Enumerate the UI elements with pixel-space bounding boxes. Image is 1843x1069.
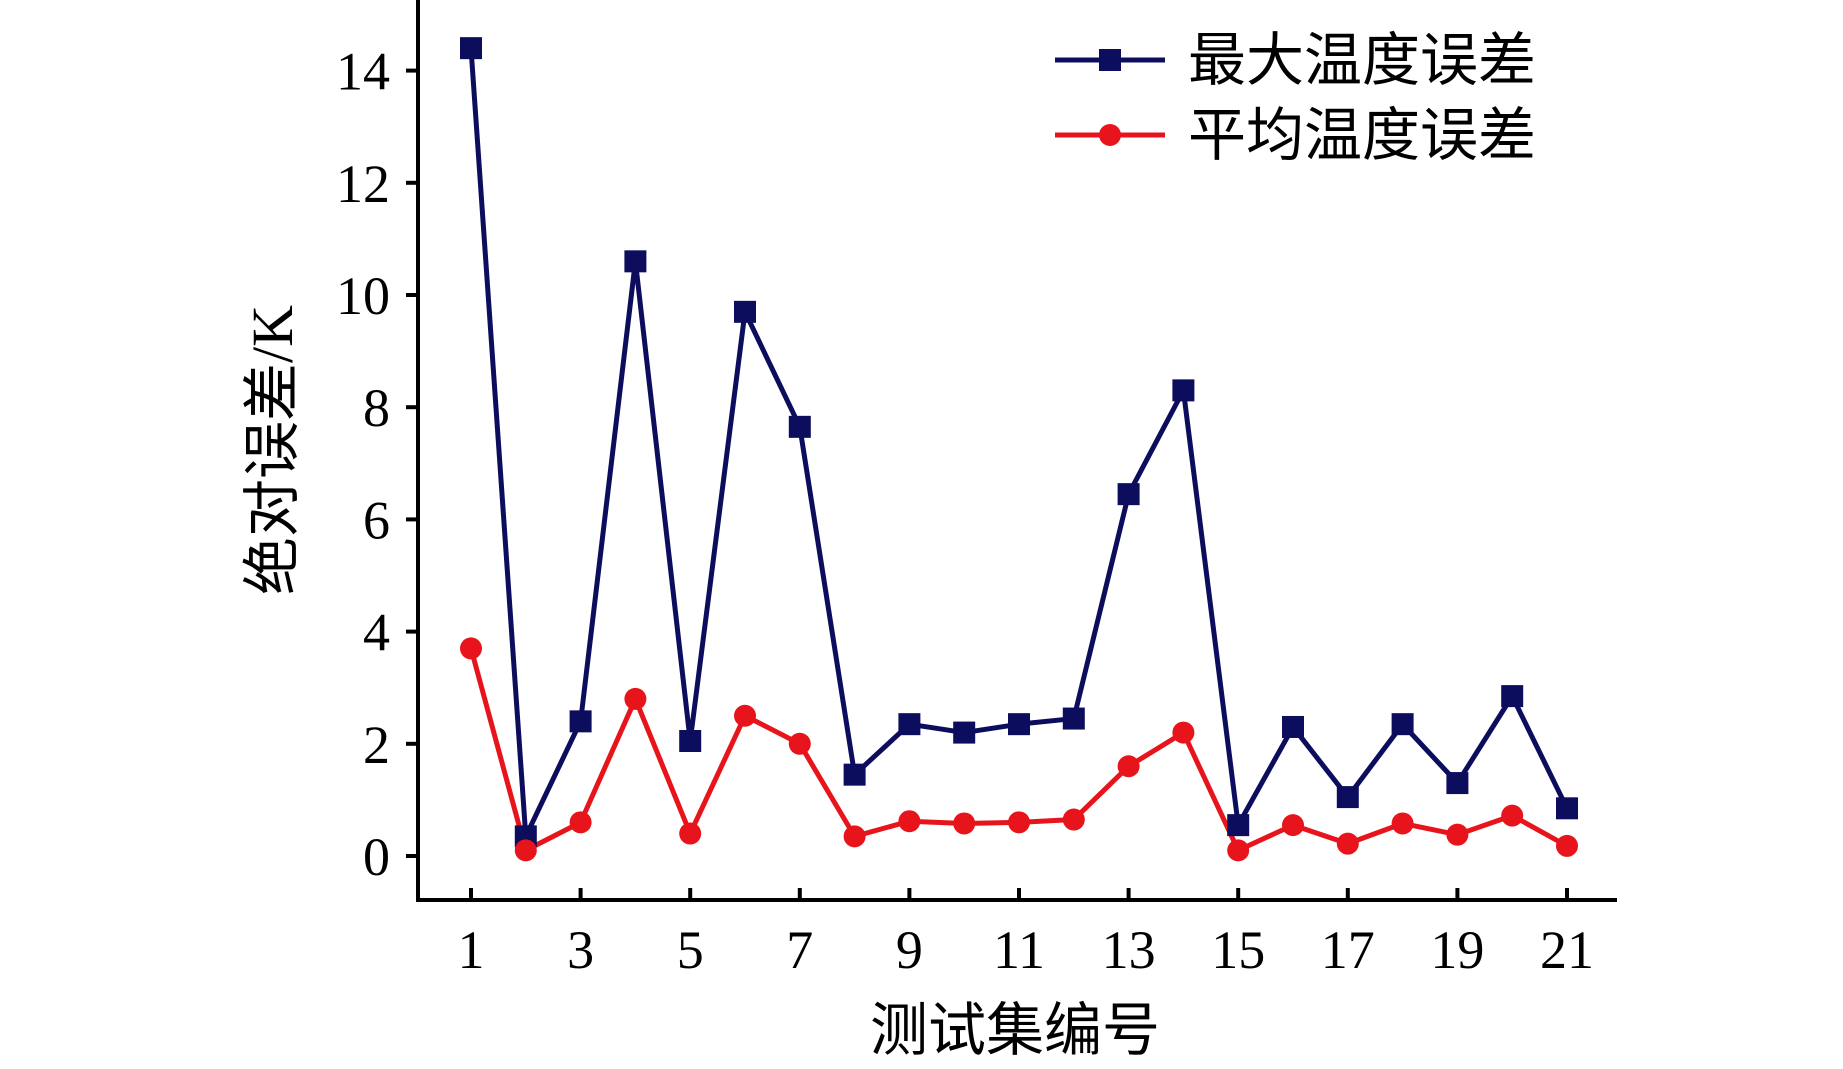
y-tick-label: 8	[363, 378, 390, 438]
x-tick-label: 11	[993, 920, 1045, 980]
x-tick-label: 17	[1321, 920, 1375, 980]
data-point-square	[953, 721, 976, 744]
data-point-circle	[514, 839, 537, 862]
data-point-circle	[734, 704, 756, 727]
y-tick-label: 12	[336, 154, 390, 214]
x-tick-label: 1	[458, 920, 485, 980]
data-point-square	[843, 763, 866, 786]
data-point-square	[569, 710, 592, 733]
x-ticks: 1 3 5 7 9 11 13 15 17 19 21	[458, 888, 1594, 980]
y-tick-label: 6	[363, 490, 390, 550]
data-point-square	[1172, 379, 1195, 402]
x-tick-label: 9	[896, 920, 923, 980]
x-tick-label: 19	[1430, 920, 1484, 980]
x-tick-label: 21	[1540, 920, 1594, 980]
y-axis-title: 绝对误差/K	[240, 305, 305, 595]
data-point-square	[1282, 715, 1304, 738]
x-tick-label: 3	[567, 920, 594, 980]
data-point-square	[734, 300, 756, 323]
data-point-square	[1008, 713, 1030, 736]
data-point-circle	[569, 811, 592, 834]
x-tick-label: 7	[786, 920, 813, 980]
y-tick-label: 10	[336, 266, 390, 326]
data-point-square	[1117, 483, 1140, 506]
data-point-square	[1336, 786, 1359, 809]
data-point-square	[1556, 797, 1578, 820]
data-point-circle	[1008, 811, 1030, 834]
data-point-circle	[679, 822, 702, 845]
data-point-square	[1446, 772, 1469, 795]
legend: 最大温度误差 平均温度误差	[1055, 28, 1536, 168]
legend-marker-circle	[1099, 124, 1121, 146]
data-point-circle	[1391, 812, 1414, 835]
data-point-circle	[1117, 755, 1140, 778]
data-point-square	[679, 729, 702, 752]
data-point-circle	[624, 687, 647, 710]
data-point-square	[460, 37, 482, 60]
legend-label-max-error: 最大温度误差	[1188, 28, 1536, 93]
data-point-circle	[1227, 839, 1250, 862]
data-point-circle	[788, 732, 811, 755]
x-tick-label: 13	[1102, 920, 1156, 980]
x-tick-label: 15	[1211, 920, 1265, 980]
data-point-circle	[1501, 804, 1524, 827]
data-point-circle	[1446, 823, 1469, 846]
data-point-circle	[1282, 814, 1304, 837]
data-point-circle	[1062, 808, 1085, 831]
data-point-circle	[843, 825, 866, 848]
y-tick-label: 4	[363, 603, 390, 663]
legend-label-mean-error: 平均温度误差	[1188, 103, 1536, 168]
data-point-square	[898, 713, 921, 736]
data-point-square	[1062, 707, 1085, 730]
axes	[416, 0, 1617, 902]
data-point-square	[1391, 713, 1414, 736]
x-axis-title: 测试集编号	[870, 998, 1160, 1063]
data-point-circle	[1172, 721, 1195, 744]
data-point-square	[1501, 685, 1524, 708]
data-point-circle	[1556, 834, 1578, 857]
data-point-square	[788, 415, 811, 438]
data-point-circle	[898, 810, 921, 833]
legend-marker-square	[1099, 49, 1121, 71]
y-tick-label: 14	[336, 42, 390, 102]
x-tick-label: 5	[677, 920, 704, 980]
y-ticks: 0 2 4 6 8 10 12 14	[336, 42, 418, 887]
data-point-square	[1227, 814, 1250, 837]
data-point-circle	[460, 637, 482, 660]
data-point-circle	[1336, 832, 1359, 855]
data-point-square	[624, 250, 647, 273]
series	[460, 37, 1578, 862]
data-point-circle	[953, 812, 976, 835]
y-tick-label: 2	[363, 715, 390, 775]
y-tick-label: 0	[363, 827, 390, 887]
